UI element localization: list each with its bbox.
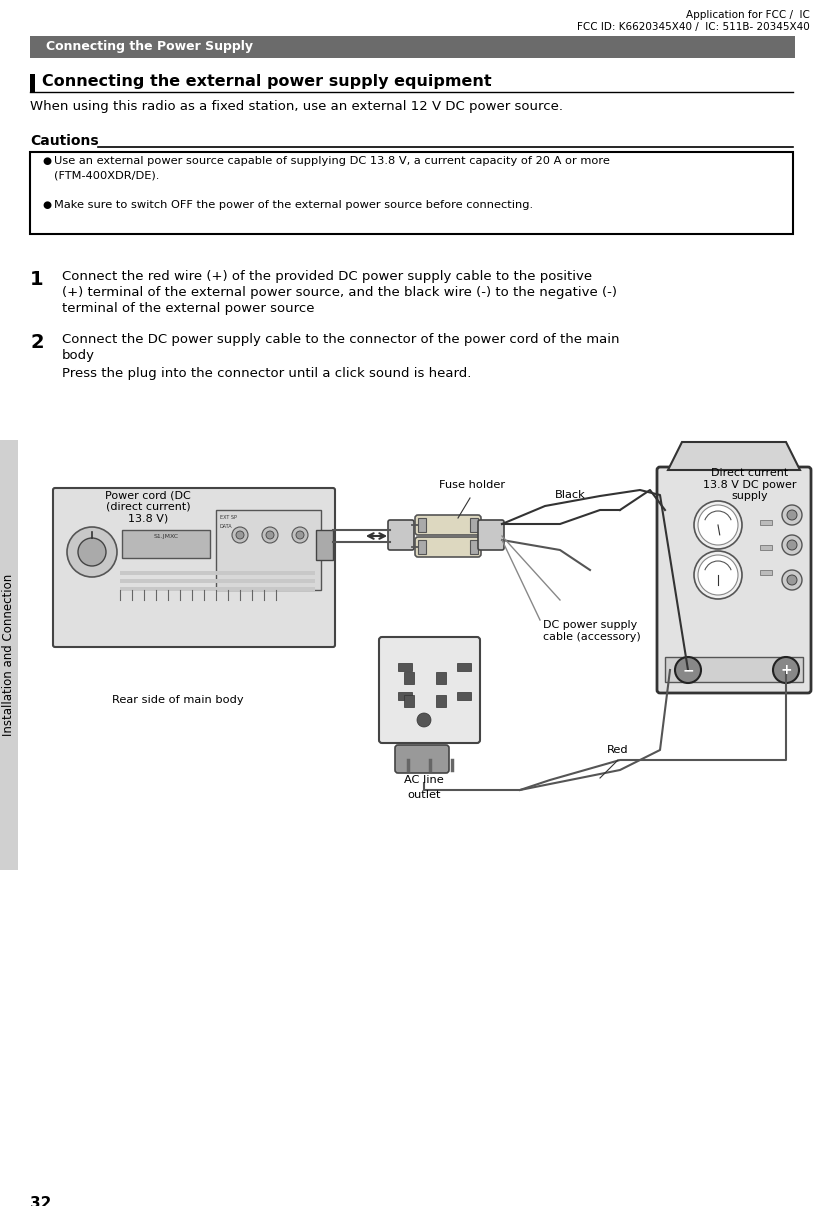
Circle shape [787,575,797,585]
Circle shape [787,510,797,520]
Circle shape [782,535,802,555]
Circle shape [698,505,738,545]
Text: Fuse holder: Fuse holder [439,480,505,490]
Text: ●: ● [42,156,51,166]
FancyBboxPatch shape [379,637,480,743]
Text: ●: ● [42,200,51,210]
FancyBboxPatch shape [415,537,481,557]
Bar [457,692,471,699]
Text: (+) terminal of the external power source, and the black wire (-) to the negativ: (+) terminal of the external power sourc… [62,286,617,299]
Circle shape [292,527,308,543]
Bar [316,529,333,560]
Circle shape [296,531,304,539]
Bar [30,152,793,234]
Text: (FTM-400XDR/DE).: (FTM-400XDR/DE). [54,170,159,180]
Bar [404,695,414,707]
FancyBboxPatch shape [395,745,449,773]
Text: Connect the red wire (+) of the provided DC power supply cable to the positive: Connect the red wire (+) of the provided… [62,270,592,283]
Text: terminal of the external power source: terminal of the external power source [62,302,314,315]
Text: Cautions: Cautions [30,134,99,148]
Text: Make sure to switch OFF the power of the external power source before connecting: Make sure to switch OFF the power of the… [54,200,533,210]
Bar [404,672,414,684]
Text: Rear side of main body: Rear side of main body [112,695,244,706]
Circle shape [694,500,742,549]
FancyBboxPatch shape [53,488,335,646]
Polygon shape [668,443,800,470]
Text: Power cord (DC
(direct current)
13.8 V): Power cord (DC (direct current) 13.8 V) [105,490,191,523]
Text: −: − [682,663,694,677]
Circle shape [694,551,742,599]
Text: AC line: AC line [404,775,444,785]
FancyBboxPatch shape [478,520,504,550]
Text: +: + [780,663,792,677]
Text: Connecting the external power supply equipment: Connecting the external power supply equ… [42,74,492,89]
Bar [30,74,35,92]
Circle shape [236,531,244,539]
Circle shape [67,527,117,576]
Text: 32: 32 [30,1196,51,1206]
Bar [418,519,426,532]
Text: S1.JMXC: S1.JMXC [153,534,178,539]
FancyBboxPatch shape [415,515,481,535]
Bar [470,519,478,532]
Text: When using this radio as a fixed station, use an external 12 V DC power source.: When using this radio as a fixed station… [30,100,563,113]
Bar [122,529,210,558]
Bar [0,440,18,870]
Bar [398,663,412,671]
Text: Installation and Connection: Installation and Connection [2,574,16,736]
Bar [216,510,321,590]
Circle shape [698,555,738,595]
Bar [120,587,315,591]
Text: FCC ID: K6620345X40 /  IC: 511B- 20345X40: FCC ID: K6620345X40 / IC: 511B- 20345X40 [578,22,810,33]
Circle shape [417,713,431,727]
Bar [760,545,772,550]
Bar [760,570,772,575]
Circle shape [782,505,802,525]
Bar [120,579,315,582]
Text: outlet: outlet [408,790,441,800]
Circle shape [262,527,278,543]
Text: Application for FCC /  IC: Application for FCC / IC [686,10,810,21]
Text: Connecting the Power Supply: Connecting the Power Supply [46,40,253,53]
Bar [436,695,446,707]
Text: DATA: DATA [220,523,233,529]
Circle shape [266,531,274,539]
Bar [665,657,803,683]
FancyBboxPatch shape [388,520,414,550]
Text: Press the plug into the connector until a click sound is heard.: Press the plug into the connector until … [62,367,471,380]
Text: Red: Red [607,745,629,755]
Circle shape [773,657,799,683]
Circle shape [782,570,802,590]
Bar [457,663,471,671]
Bar [470,540,478,554]
Text: Direct current
13.8 V DC power
supply: Direct current 13.8 V DC power supply [703,468,797,502]
Text: Black: Black [555,490,586,500]
Bar [436,672,446,684]
Text: Connect the DC power supply cable to the connector of the power cord of the main: Connect the DC power supply cable to the… [62,333,620,346]
Circle shape [675,657,701,683]
Bar [398,692,412,699]
Circle shape [787,540,797,550]
Text: EXT SP: EXT SP [220,515,237,520]
Circle shape [232,527,248,543]
Text: DC power supply
cable (accessory): DC power supply cable (accessory) [543,620,641,642]
Bar [30,36,795,58]
Bar [418,540,426,554]
Text: 1: 1 [30,270,44,289]
Bar [760,520,772,525]
Bar [120,570,315,575]
Text: Use an external power source capable of supplying DC 13.8 V, a current capacity : Use an external power source capable of … [54,156,610,166]
Text: body: body [62,349,95,362]
FancyBboxPatch shape [657,467,811,693]
Circle shape [78,538,106,566]
Text: 2: 2 [30,333,44,352]
